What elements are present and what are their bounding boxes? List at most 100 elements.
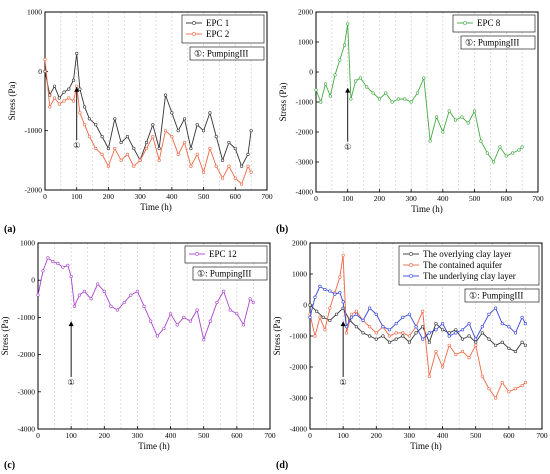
data-point <box>377 97 382 101</box>
data-point <box>368 334 372 338</box>
data-point <box>149 319 153 323</box>
data-point <box>520 340 524 344</box>
x-tick-label: 500 <box>198 192 210 201</box>
data-point <box>113 117 117 121</box>
data-point <box>407 334 412 338</box>
data-point <box>87 135 91 139</box>
x-tick-label: 300 <box>132 431 144 440</box>
data-point <box>358 76 363 80</box>
data-point <box>125 135 130 139</box>
data-point <box>132 146 136 151</box>
y-tick-label: -2000 <box>290 363 308 372</box>
legend-swatch-marker <box>409 252 413 256</box>
data-point <box>170 135 174 139</box>
data-point <box>318 284 322 289</box>
y-tick-label: -2000 <box>18 350 36 359</box>
data-point <box>69 274 73 279</box>
data-point <box>251 300 256 305</box>
y-tick-label: 1000 <box>292 270 307 279</box>
legend-label-1: EPC 8 <box>477 18 501 28</box>
data-point <box>520 315 524 320</box>
data-point <box>361 331 365 335</box>
data-point <box>523 343 528 347</box>
y-tick-label: -1000 <box>25 126 43 135</box>
data-point <box>361 318 365 323</box>
data-point <box>447 109 451 113</box>
data-point <box>394 331 398 335</box>
data-point <box>467 356 471 360</box>
y-tick-label: 2000 <box>292 239 307 248</box>
data-point <box>440 322 445 326</box>
x-tick-label: 600 <box>231 431 243 440</box>
data-point <box>87 117 91 121</box>
x-tick-label: 600 <box>503 431 515 440</box>
annotation-marker: ① <box>344 143 351 152</box>
data-point <box>168 312 173 316</box>
data-point <box>507 390 511 394</box>
data-point <box>434 322 438 326</box>
data-point <box>170 111 174 115</box>
data-point <box>215 300 219 305</box>
data-point <box>504 154 508 158</box>
data-point <box>214 164 218 168</box>
x-tick-label: 200 <box>99 431 111 440</box>
data-point <box>313 334 317 338</box>
data-point <box>315 309 319 313</box>
y-tick-label: -2000 <box>25 186 43 195</box>
data-point <box>144 146 149 151</box>
data-point <box>328 94 332 98</box>
data-point <box>344 331 349 335</box>
y-tick-label: 0 <box>309 68 313 77</box>
data-point <box>434 328 438 332</box>
annotation-arrowhead <box>340 321 346 327</box>
data-point <box>182 117 187 121</box>
series-line-1 <box>309 304 526 353</box>
data-point <box>520 145 524 149</box>
annotation-arrowhead <box>74 86 80 92</box>
data-point <box>201 170 206 174</box>
y-tick-label: 0 <box>31 276 35 285</box>
y-tick-label: 1000 <box>27 8 42 17</box>
data-point <box>338 58 342 62</box>
data-point <box>195 123 199 127</box>
data-point <box>138 158 142 162</box>
data-point <box>374 312 378 316</box>
data-point <box>52 84 57 88</box>
y-tick-label: 0 <box>38 67 42 76</box>
data-point <box>428 139 432 143</box>
data-point <box>427 374 431 378</box>
data-point <box>240 182 244 186</box>
data-point <box>480 331 484 335</box>
data-point <box>500 380 504 385</box>
pumping-legend-box <box>192 266 268 281</box>
data-point <box>349 97 353 101</box>
legend-swatch-marker <box>192 21 196 25</box>
data-point <box>119 158 123 162</box>
data-point <box>354 312 359 316</box>
x-axis-title: Time (h) <box>410 441 441 451</box>
data-point <box>494 306 498 310</box>
data-point <box>132 164 136 168</box>
x-tick-label: 100 <box>71 192 83 201</box>
y-tick-label: -3000 <box>296 158 314 167</box>
data-point <box>447 343 451 347</box>
x-tick-label: 400 <box>166 192 178 201</box>
data-point <box>151 123 155 127</box>
data-point <box>321 315 325 320</box>
data-point <box>517 148 521 152</box>
data-point <box>333 292 337 296</box>
x-axis-title: Time (h) <box>138 441 169 451</box>
data-point <box>163 93 168 97</box>
data-point <box>227 164 231 168</box>
data-point <box>202 338 206 342</box>
data-point <box>498 145 502 149</box>
data-point <box>403 97 407 101</box>
data-point <box>43 57 47 62</box>
data-point <box>480 374 484 378</box>
data-point <box>214 135 218 139</box>
data-point <box>440 365 445 369</box>
data-point <box>71 99 76 103</box>
data-point <box>157 146 161 151</box>
panel-label: (a) <box>4 224 16 235</box>
data-point <box>494 396 498 400</box>
